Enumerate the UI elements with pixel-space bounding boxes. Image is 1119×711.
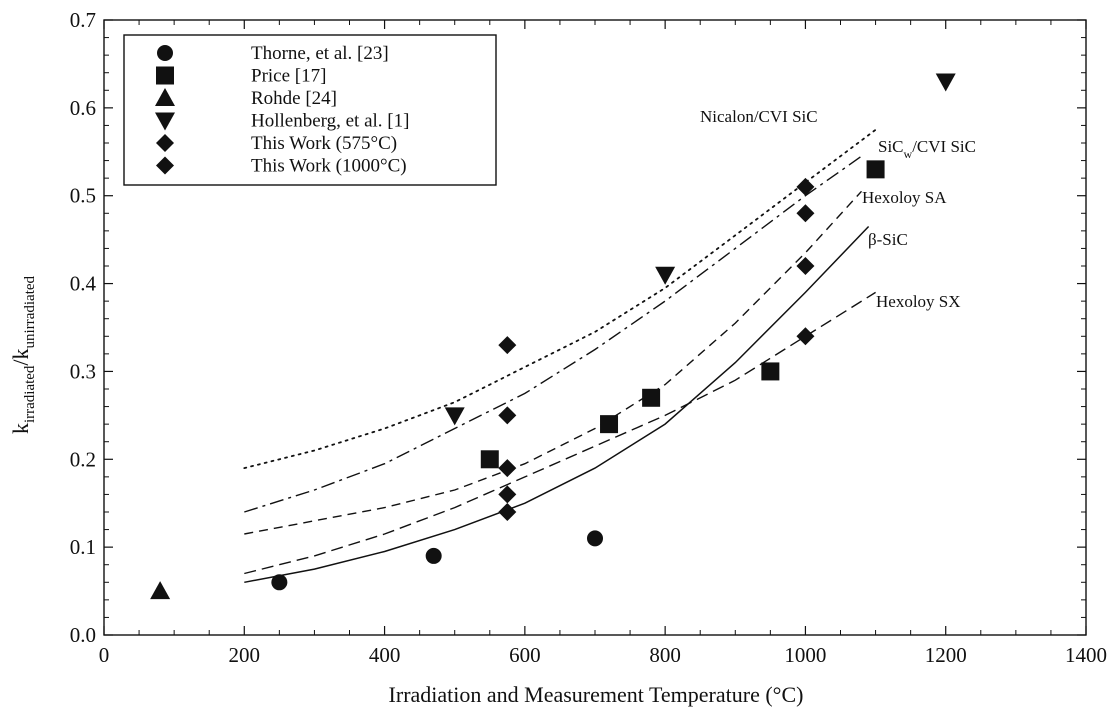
curve-label: Hexoloy SX	[876, 292, 961, 311]
x-tick-label: 0	[99, 643, 110, 667]
point-diamond	[796, 257, 815, 275]
point-diamond	[498, 406, 517, 425]
x-tick-label: 800	[649, 643, 681, 667]
point-triangle-down	[655, 266, 676, 285]
y-axis-label-part: k	[8, 423, 33, 434]
y-axis-label-part: /k	[8, 348, 33, 365]
curve-label: β-SiC	[868, 230, 908, 249]
x-tick-label: 1400	[1065, 643, 1107, 667]
point-square	[761, 362, 780, 381]
point-circle	[271, 574, 288, 591]
point-square	[600, 415, 619, 434]
legend-box	[123, 34, 497, 186]
legend-marker-triangle-down	[155, 112, 175, 131]
y-tick-label: 0.6	[70, 96, 96, 120]
point-diamond	[796, 204, 815, 223]
curve-label: Nicalon/CVI SiC	[700, 107, 818, 126]
curve-sic	[244, 155, 862, 513]
point-triangle-down	[935, 73, 956, 92]
y-tick-label: 0.0	[70, 623, 96, 647]
legend-label: Hollenberg, et al. [1]	[251, 111, 409, 132]
point-circle	[425, 547, 442, 564]
legend-marker-diamond	[156, 134, 174, 152]
curve-label: SiCw/CVI SiC	[878, 137, 976, 161]
y-axis-label: kirradiated/kunirradiated	[8, 275, 38, 434]
legend-label: Rohde [24]	[251, 88, 337, 109]
legend-label: Price [17]	[251, 66, 326, 87]
legend-marker-square	[156, 66, 174, 85]
legend: Thorne, et al. [23]Price [17]Rohde [24]H…	[123, 34, 497, 186]
curve-hexoloy-sx	[244, 291, 876, 575]
legend-label: This Work (575°C)	[251, 133, 397, 154]
x-axis-label: Irradiation and Measurement Temperature …	[389, 682, 804, 707]
x-tick-label: 1200	[925, 643, 967, 667]
x-tick-label: 1000	[784, 643, 826, 667]
y-tick-label: 0.4	[70, 272, 97, 296]
legend-marker-diamond	[156, 156, 174, 175]
point-square	[480, 450, 499, 469]
point-diamond	[796, 177, 815, 196]
y-tick-label: 0.3	[70, 359, 96, 383]
curve-labels: Nicalon/CVI SiC SiCw/CVI SiC Hexoloy SA β-S…	[700, 107, 976, 311]
curve--sic	[244, 225, 870, 584]
curve-hexoloy-sa	[244, 190, 863, 535]
y-tick-label: 0.2	[70, 447, 96, 471]
y-tick-label: 0.5	[70, 184, 96, 208]
point-triangle-down	[444, 407, 465, 426]
data-points	[150, 73, 956, 600]
legend-label: Thorne, et al. [23]	[251, 43, 389, 64]
y-tick-label: 0.7	[70, 8, 96, 32]
point-diamond	[498, 503, 517, 521]
point-diamond	[498, 459, 517, 478]
curve-label: Hexoloy SA	[862, 188, 947, 207]
point-square	[866, 160, 885, 179]
x-tick-label: 200	[229, 643, 261, 667]
point-diamond	[498, 336, 517, 355]
legend-marker-circle	[157, 45, 173, 61]
legend-marker-triangle-up	[155, 88, 175, 106]
point-square	[642, 388, 661, 407]
legend-label: This Work (1000°C)	[251, 156, 407, 177]
curve-nicalon-cvi-sic	[243, 128, 877, 469]
point-diamond	[498, 485, 517, 504]
point-triangle-up	[150, 581, 171, 600]
x-tick-label: 600	[509, 643, 541, 667]
point-circle	[587, 530, 603, 547]
y-axis-label-part: irradiated	[22, 365, 38, 423]
x-tick-label: 400	[369, 643, 401, 667]
model-curves	[243, 128, 877, 584]
y-tick-label: 0.1	[70, 535, 96, 559]
axes-frame: 0 200 400 600 800 1000 1200 1400 0.0 0.1 0.2 0.3 0.4…	[70, 8, 1107, 667]
y-axis-label-part: unirradiated	[22, 275, 38, 348]
point-diamond	[796, 327, 815, 346]
